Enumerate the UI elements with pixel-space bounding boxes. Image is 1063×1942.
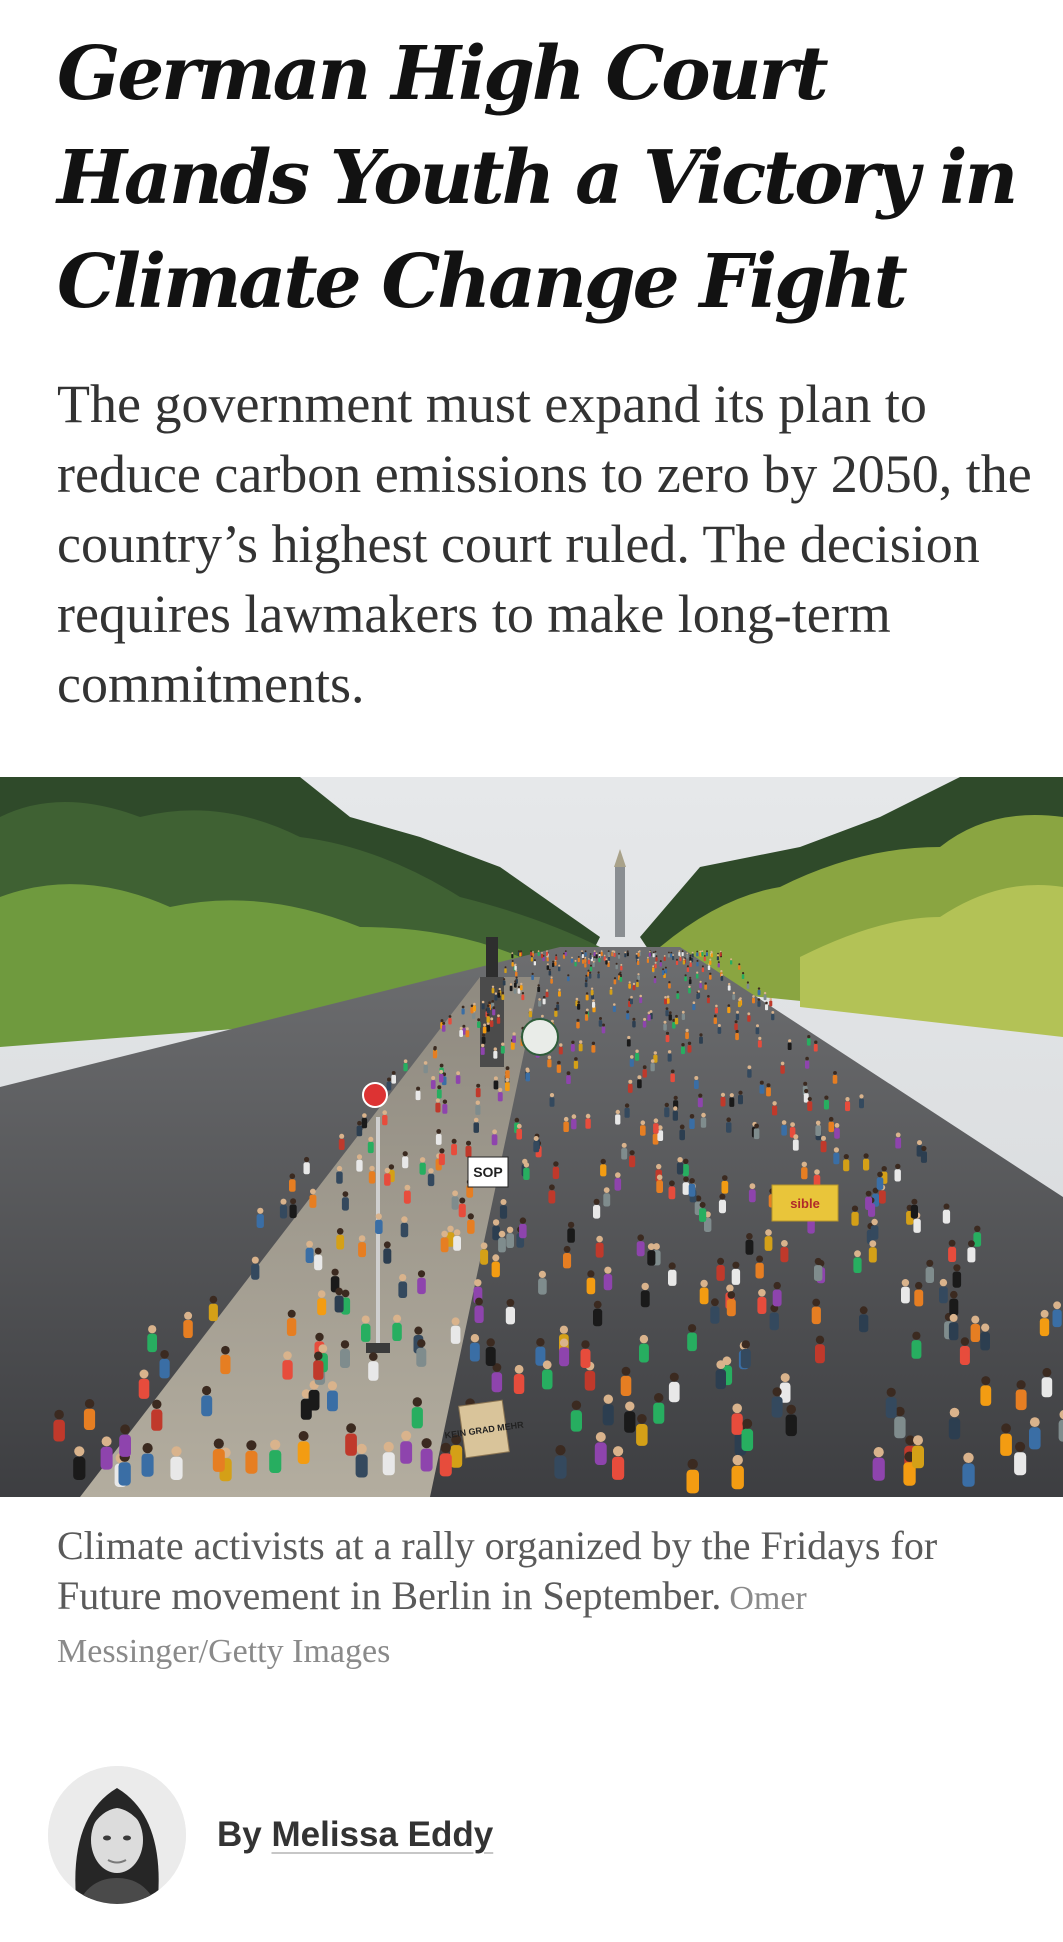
byline: By Melissa Eddy — [48, 1765, 493, 1905]
sign-sible: sible — [790, 1196, 820, 1211]
byline-prefix: By — [217, 1815, 262, 1854]
rally-photo-illustration: SOP sible KEIN GRAD MEHR — [0, 777, 1063, 1497]
author-avatar[interactable] — [48, 1766, 186, 1904]
caption-text: Climate activists at a rally organized b… — [57, 1523, 938, 1618]
author-link[interactable]: Melissa Eddy — [271, 1815, 494, 1854]
author-portrait-icon — [48, 1766, 186, 1904]
byline-text: By Melissa Eddy — [217, 1815, 493, 1855]
article-headline: German High Court Hands Youth a Victory … — [57, 31, 1018, 325]
photo-caption: Climate activists at a rally organized b… — [57, 1521, 1037, 1677]
photo-credit: Omer Messinger/Getty Images — [57, 1580, 807, 1670]
article-summary: The government must expand its plan to r… — [57, 374, 1032, 714]
sign-sop: SOP — [473, 1164, 503, 1180]
lead-photo[interactable]: SOP sible KEIN GRAD MEHR — [0, 777, 1063, 1497]
